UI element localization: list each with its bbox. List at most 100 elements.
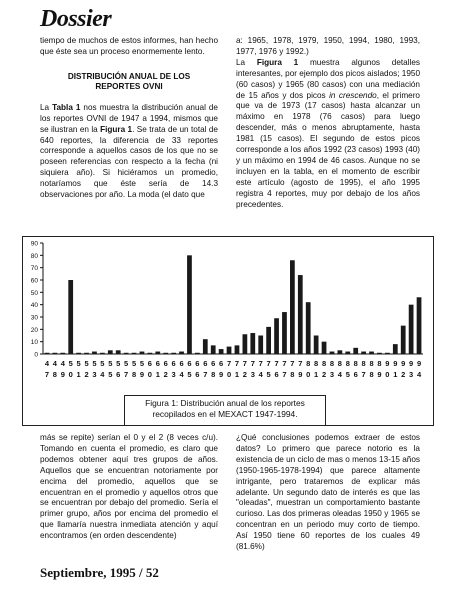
x-tick-label-decade: 7 bbox=[251, 359, 255, 368]
y-tick-label: 0 bbox=[34, 352, 38, 359]
bar bbox=[107, 350, 113, 354]
x-tick-label-decade: 6 bbox=[179, 359, 183, 368]
bar bbox=[266, 326, 271, 354]
x-tick-label-year: 8 bbox=[369, 370, 373, 379]
x-tick-label-year: 7 bbox=[45, 370, 49, 379]
x-tick-label-year: 5 bbox=[108, 370, 112, 379]
x-tick-label-decade: 6 bbox=[156, 359, 160, 368]
bar bbox=[171, 352, 176, 354]
bar bbox=[242, 334, 248, 354]
x-tick-label-year: 1 bbox=[393, 370, 397, 379]
text-run: nos muestra la distribución anual de los… bbox=[40, 102, 218, 134]
x-tick-label-decade: 7 bbox=[282, 359, 286, 368]
x-tick-label-decade: 9 bbox=[417, 359, 421, 368]
bar bbox=[234, 345, 240, 354]
bar bbox=[353, 347, 359, 354]
bar bbox=[305, 302, 311, 354]
x-tick-label-year: 1 bbox=[77, 370, 81, 379]
x-tick-label-year: 6 bbox=[195, 370, 199, 379]
bar bbox=[115, 350, 121, 354]
x-tick-label-decade: 5 bbox=[124, 359, 128, 368]
bar bbox=[163, 352, 169, 354]
bar bbox=[385, 352, 390, 354]
y-tick-label: 60 bbox=[31, 278, 39, 285]
bar bbox=[218, 349, 224, 354]
page-footer: Septiembre, 1995 / 52 bbox=[40, 565, 159, 580]
x-tick-label-decade: 7 bbox=[227, 359, 231, 368]
bar-chart: 0102030405060708090474849505152535455565… bbox=[31, 241, 423, 379]
x-tick-label-decade: 9 bbox=[385, 359, 389, 368]
x-tick-label-decade: 7 bbox=[267, 359, 271, 368]
x-tick-label-year: 7 bbox=[203, 370, 207, 379]
x-tick-label-decade: 8 bbox=[306, 359, 310, 368]
x-tick-label-year: 9 bbox=[61, 370, 65, 379]
bar bbox=[400, 325, 406, 354]
bar bbox=[297, 275, 303, 354]
heading-line-2: REPORTES OVNI bbox=[95, 82, 163, 92]
tabla-ref: Tabla 1 bbox=[52, 102, 81, 112]
figure-analysis-paragraph: La Figura 1 muestra algunos detalles int… bbox=[236, 58, 420, 211]
caption-line-1: Figura 1: Distribución anual de los repo… bbox=[145, 398, 305, 408]
x-tick-label-decade: 5 bbox=[84, 359, 88, 368]
intro-paragraph: tiempo de muchos de estos informes, han … bbox=[40, 36, 218, 56]
x-tick-label-decade: 6 bbox=[219, 359, 223, 368]
x-tick-label-year: 4 bbox=[179, 370, 184, 379]
x-tick-label-decade: 8 bbox=[362, 359, 366, 368]
bar bbox=[179, 351, 184, 354]
heading-line-1: DISTRIBUCIÓN ANUAL DE LOS bbox=[67, 71, 191, 81]
x-tick-label-decade: 5 bbox=[92, 359, 96, 368]
x-tick-label-year: 0 bbox=[306, 370, 310, 379]
x-tick-label-decade: 5 bbox=[132, 359, 136, 368]
bar bbox=[345, 351, 351, 354]
conclusions-paragraph: ¿Qué conclusiones podemos extraer de est… bbox=[236, 433, 420, 552]
section-heading: DISTRIBUCIÓN ANUAL DE LOS REPORTES OVNI bbox=[54, 72, 204, 93]
x-tick-label-year: 7 bbox=[362, 370, 366, 379]
x-tick-label-year: 0 bbox=[69, 370, 73, 379]
x-tick-label-year: 3 bbox=[172, 370, 176, 379]
x-tick-label-decade: 8 bbox=[330, 359, 334, 368]
right-column-top: a: 1965, 1978, 1979, 1950, 1994, 1980, 1… bbox=[236, 36, 420, 211]
x-tick-label-year: 9 bbox=[219, 370, 223, 379]
x-tick-label-year: 7 bbox=[282, 370, 286, 379]
bar bbox=[329, 351, 335, 354]
x-tick-label-year: 2 bbox=[243, 370, 247, 379]
x-tick-label-decade: 8 bbox=[377, 359, 381, 368]
x-tick-label-year: 0 bbox=[227, 370, 231, 379]
x-tick-label-year: 4 bbox=[338, 370, 343, 379]
section-title: Dossier bbox=[40, 6, 112, 32]
x-tick-label-year: 8 bbox=[53, 370, 57, 379]
x-tick-label-year: 5 bbox=[346, 370, 350, 379]
x-tick-label-decade: 6 bbox=[195, 359, 199, 368]
bar bbox=[68, 280, 74, 354]
x-tick-label-decade: 7 bbox=[259, 359, 263, 368]
y-tick-label: 30 bbox=[31, 315, 39, 322]
x-tick-label-decade: 5 bbox=[69, 359, 73, 368]
x-tick-label-year: 1 bbox=[156, 370, 160, 379]
x-tick-label-year: 2 bbox=[84, 370, 88, 379]
x-tick-label-decade: 6 bbox=[148, 359, 152, 368]
bar bbox=[100, 352, 105, 354]
x-tick-label-year: 1 bbox=[235, 370, 239, 379]
bar bbox=[250, 333, 256, 354]
bar bbox=[84, 352, 89, 354]
x-tick-label-decade: 7 bbox=[235, 359, 239, 368]
x-tick-label-decade: 6 bbox=[211, 359, 215, 368]
x-tick-label-year: 5 bbox=[267, 370, 271, 379]
x-tick-label-decade: 8 bbox=[369, 359, 373, 368]
bar bbox=[155, 351, 161, 354]
x-tick-label-year: 4 bbox=[100, 370, 105, 379]
x-tick-label-decade: 8 bbox=[338, 359, 342, 368]
x-tick-label-decade: 5 bbox=[108, 359, 112, 368]
x-tick-label-decade: 4 bbox=[53, 359, 58, 368]
x-tick-label-decade: 7 bbox=[274, 359, 278, 368]
x-tick-label-decade: 9 bbox=[393, 359, 397, 368]
x-tick-label-decade: 9 bbox=[409, 359, 413, 368]
bar bbox=[52, 352, 58, 354]
bar bbox=[60, 352, 66, 354]
x-tick-label-decade: 5 bbox=[116, 359, 120, 368]
x-tick-label-year: 0 bbox=[148, 370, 152, 379]
x-tick-label-year: 5 bbox=[187, 370, 191, 379]
bar bbox=[337, 350, 343, 354]
figure-1-frame: 0 10 20 30 40 50 60 70 80 90 4 7 4 8 4 9 5 0 5 1 5 2 5 3 5 4 5 5 5 6 5… bbox=[22, 236, 434, 426]
